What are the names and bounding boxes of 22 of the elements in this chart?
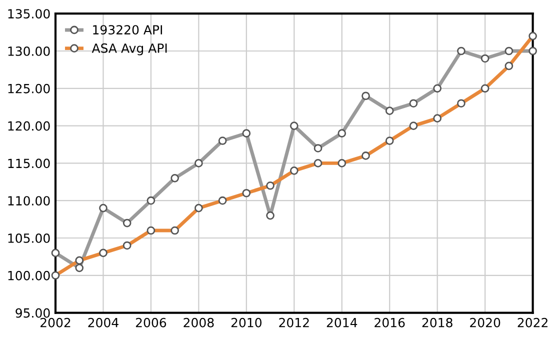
x-tick-label: 2018: [422, 318, 452, 328]
y-tick-label: 95.00: [16, 308, 50, 318]
x-tick-label: 2008: [184, 318, 214, 328]
y-tick-label: 105.00: [8, 233, 50, 243]
x-tick-label: 2006: [136, 318, 166, 328]
y-tick-label: 115.00: [8, 158, 50, 168]
x-tick-label: 2002: [40, 318, 70, 328]
x-tick-label: 2004: [88, 318, 118, 328]
legend-label: ASA Avg API: [92, 43, 167, 56]
y-tick-label: 120.00: [8, 121, 50, 131]
x-tick-label: 2022: [518, 318, 548, 328]
x-tick-label: 2014: [326, 318, 358, 328]
y-tick-label: 110.00: [8, 196, 50, 206]
x-tick-label: 2012: [279, 318, 309, 328]
x-tick-label: 2010: [231, 318, 262, 328]
y-tick-label: 135.00: [8, 9, 50, 19]
legend-label: 193220 API: [93, 25, 162, 35]
x-tick-label: 2020: [470, 318, 500, 328]
x-tick-label: 2016: [374, 318, 405, 328]
y-tick-label: 100.00: [8, 270, 50, 280]
y-tick-label: 125.00: [8, 84, 50, 94]
y-tick-label: 130.00: [8, 46, 50, 56]
